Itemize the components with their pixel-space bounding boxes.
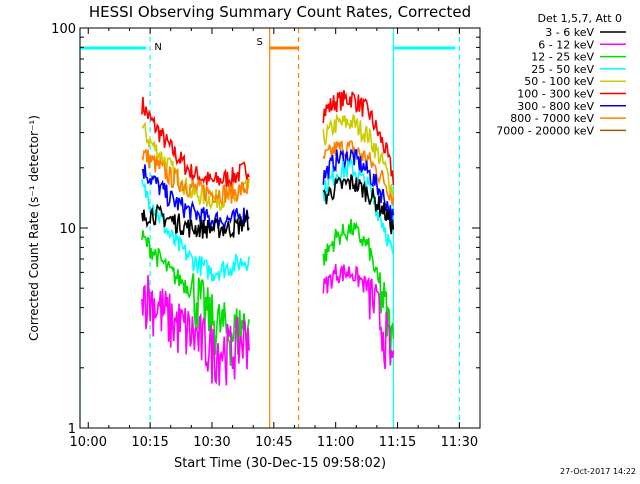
legend-header: Det 1,5,7, Att 0 [538,12,622,25]
y-tick-label: 10 [59,222,76,237]
interval-annotation: S [257,37,263,48]
series-line-800-7000-kev [141,149,250,206]
series-line-6-12-kev [322,264,395,370]
x-tick-label: 11:30 [441,435,478,450]
x-tick-label: 10:15 [131,435,168,450]
chart-title: HESSI Observing Summary Count Rates, Cor… [89,3,471,21]
footer-timestamp: 27-Oct-2017 14:22 [560,467,636,476]
axes: 10:00 10:15 10:30 10:45 11:00 11:15 11:30 100 10… [51,22,480,450]
legend-entry-label: 3 - 6 keV [545,26,594,39]
x-tick-label: 10:45 [255,435,292,450]
series-line-6-12-kev [141,275,250,386]
legend-entry-label: 25 - 50 keV [531,63,594,76]
series-line-50-100-kev [322,112,395,196]
x-tick-label: 11:15 [379,435,416,450]
x-tick-label: 10:00 [70,435,107,450]
series-line-800-7000-kev [322,140,395,206]
series-line-12-25-kev [141,230,250,366]
legend-entry-label: 6 - 12 keV [538,38,594,51]
plot-frame [79,27,481,429]
legend-entry-label: 800 - 7000 keV [510,112,594,125]
y-tick-label: 100 [51,22,76,37]
series-line-100-300-kev [322,89,395,185]
legend-entry-label: 12 - 25 keV [531,51,594,64]
legend-entry-label: 100 - 300 keV [517,88,594,101]
series-line-3-6-kev [141,203,250,239]
x-tick-label: 10:30 [193,435,230,450]
series-line-300-800-kev [322,148,395,226]
x-axis-label: Start Time (30-Dec-15 09:58:02) [174,456,386,471]
y-tick-label: 1 [68,422,76,437]
y-axis-label: Corrected Count Rate (s⁻¹ detector⁻¹) [27,115,41,341]
interval-annotation: N [154,42,161,53]
series-line-300-800-kev [141,164,250,230]
legend-entry-label: 300 - 800 keV [517,100,594,113]
x-tick-label: 11:00 [317,435,354,450]
series-line-25-50-kev [141,179,250,282]
series-line-12-25-kev [322,219,395,365]
legend-entry-label: 50 - 100 keV [524,75,594,88]
legend-entry-label: 7000 - 20000 keV [496,124,594,137]
series-line-100-300-kev [141,96,250,189]
series-line-3-6-kev [322,174,395,235]
